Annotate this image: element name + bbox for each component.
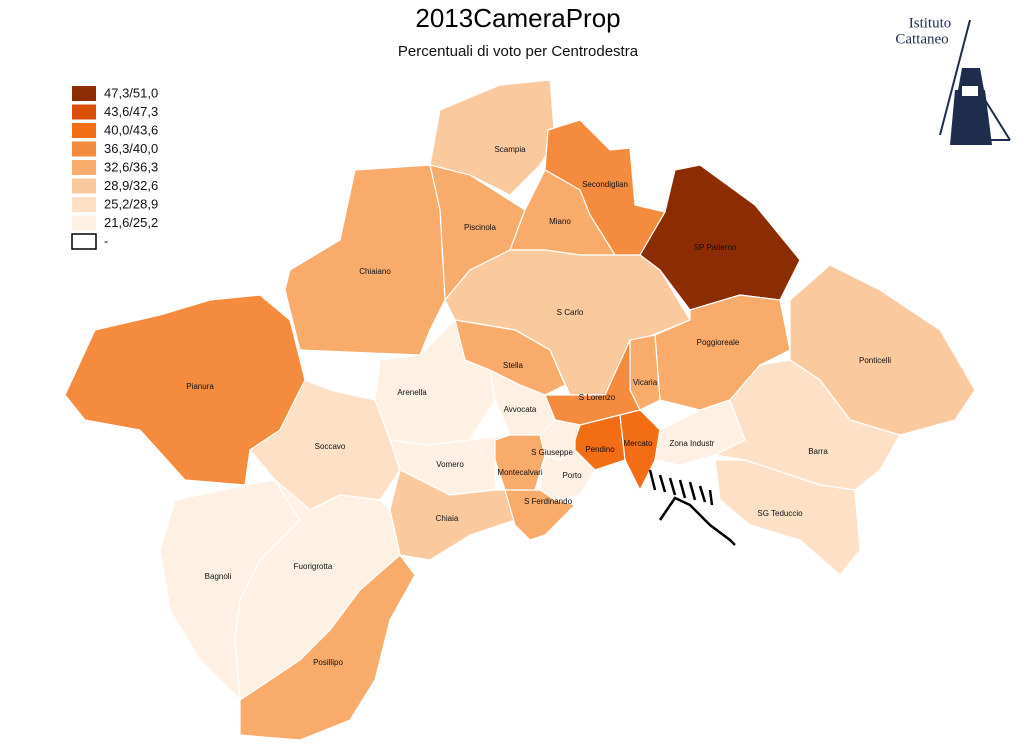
- region-label: Stella: [503, 361, 524, 370]
- legend-swatch: [72, 178, 96, 194]
- logo-text: Cattaneo: [895, 31, 948, 47]
- region-label: S Ferdinando: [524, 497, 573, 506]
- region: [504, 489, 577, 541]
- legend-label: -: [104, 233, 108, 248]
- map-subtitle: Percentuali di voto per Centrodestra: [398, 43, 639, 60]
- region-label: Vomero: [436, 460, 464, 469]
- legend-label: 40,0/43,6: [104, 122, 158, 137]
- region-label: Barra: [808, 447, 828, 456]
- region-label: Avvocata: [504, 405, 537, 414]
- region: [239, 554, 416, 741]
- region-label: Chiaia: [436, 514, 459, 523]
- region: [639, 164, 801, 311]
- region-label: S Carlo: [557, 308, 584, 317]
- region-label: Arenella: [397, 388, 427, 397]
- region-label: Ponticelli: [859, 356, 891, 365]
- legend-swatch: [72, 123, 96, 138]
- legend-label: 32,6/36,3: [104, 159, 158, 174]
- region-label: Miano: [549, 217, 571, 226]
- map-title: 2013CameraProp: [415, 3, 620, 33]
- legend-label: 28,9/32,6: [104, 178, 158, 193]
- region-label: Pendino: [585, 445, 615, 454]
- legend-swatch: [72, 215, 96, 231]
- region-label: Pianura: [186, 382, 214, 391]
- region-label: S Giuseppe: [531, 448, 573, 457]
- legend-label: 43,6/47,3: [104, 104, 158, 119]
- legend-swatch: [72, 160, 96, 175]
- legend-swatch: [72, 104, 96, 120]
- region-label: Posillipo: [313, 658, 343, 667]
- legend-label: 36,3/40,0: [104, 141, 158, 156]
- legend-label: 25,2/28,9: [104, 196, 158, 211]
- region-label: Poggioreale: [697, 338, 740, 347]
- region: [284, 164, 446, 356]
- logo-text: Istituto: [909, 15, 952, 31]
- region-labels: Scampia Secondiglian SP Patierno Piscinola M…: [186, 145, 891, 667]
- legend-label: 47,3/51,0: [104, 85, 158, 100]
- region-label: Piscinola: [464, 223, 497, 232]
- logo-window: [962, 86, 978, 96]
- region-label: S Lorenzo: [579, 393, 616, 402]
- region-label: Zona Industr: [670, 439, 715, 448]
- legend-swatch: [72, 86, 96, 101]
- legend-swatch: [72, 197, 96, 212]
- region: [494, 434, 546, 491]
- legend-swatch: [72, 141, 96, 157]
- logo-mill: [950, 68, 992, 145]
- region-label: Porto: [562, 471, 582, 480]
- region-label: Mercato: [624, 439, 653, 448]
- region-label: SG Teduccio: [757, 509, 803, 518]
- region-label: Chiaiano: [359, 267, 391, 276]
- region-label: Secondiglian: [582, 180, 628, 189]
- regions: [64, 79, 976, 741]
- port-piers: [648, 469, 736, 546]
- region-label: Fuorigrotta: [294, 562, 333, 571]
- region-label: Soccavo: [315, 442, 346, 451]
- region-label: Bagnoli: [205, 572, 232, 581]
- legend: 47,3/51,0 43,6/47,3 40,0/43,6 36,3/40,0 32,6…: [71, 85, 158, 250]
- logo: Istituto Cattaneo: [895, 15, 1011, 145]
- region-label: SP Patierno: [694, 243, 737, 252]
- region-label: Scampia: [494, 145, 526, 154]
- region-label: Vicaria: [633, 378, 658, 387]
- region: [714, 459, 861, 576]
- legend-swatch: [71, 233, 97, 250]
- region-label: Montecalvari: [497, 468, 543, 477]
- logo-sails: [939, 19, 1011, 141]
- region: [619, 409, 661, 492]
- legend-label: 21,6/25,2: [104, 215, 158, 230]
